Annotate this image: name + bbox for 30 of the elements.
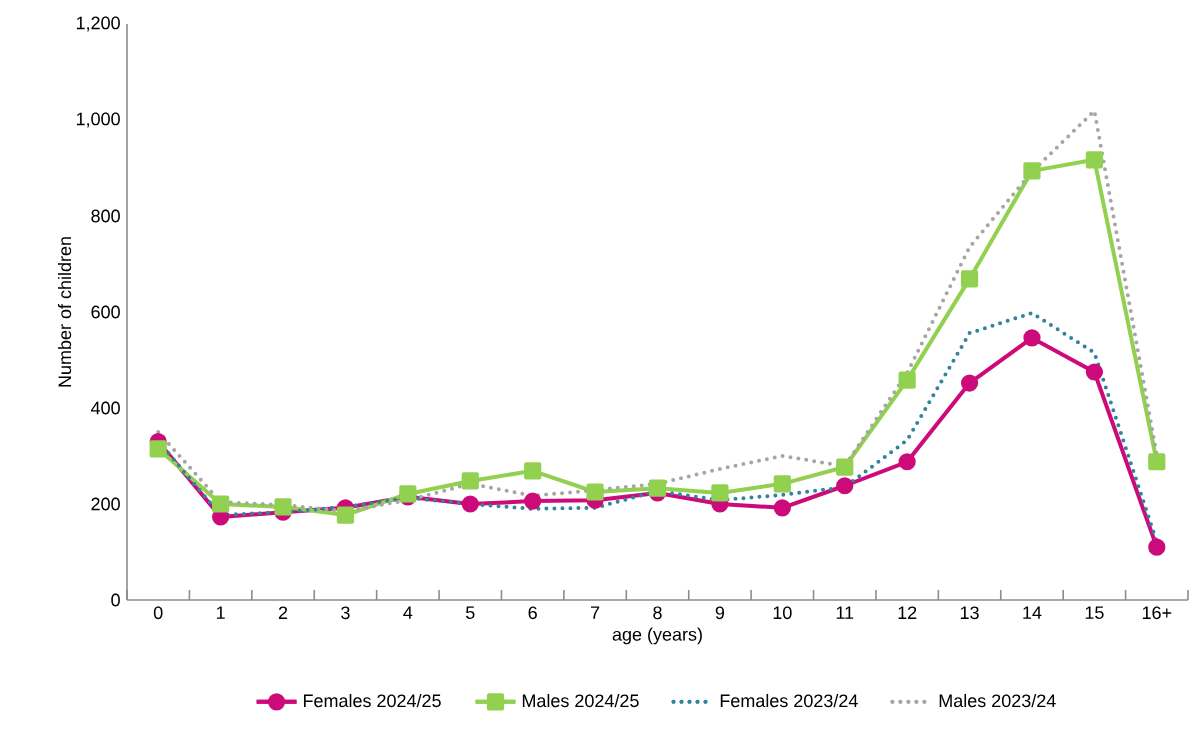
legend-label: Females 2024/25	[303, 693, 441, 708]
x-tick-label: 1	[216, 606, 225, 619]
y-tick-label: 200	[91, 497, 120, 511]
x-tick-label: 16+	[1142, 606, 1172, 620]
y-tick-label: 400	[90, 401, 120, 415]
x-tick-label: 6	[528, 606, 537, 620]
x-tick-label: 3	[341, 606, 350, 620]
y-tick-label: 600	[91, 305, 120, 319]
y-tick-label: 0	[111, 593, 120, 607]
x-tick-label: 12	[898, 606, 917, 619]
legend-label: Females 2023/24	[720, 693, 858, 708]
y-axis-title: Number of children	[57, 237, 72, 387]
x-tick-label: 2	[278, 606, 288, 619]
y-tick-label: 1,200	[76, 16, 120, 32]
x-axis-title: age (years)	[612, 627, 702, 645]
x-tick-label: 4	[403, 606, 413, 619]
x-tick-label: 7	[591, 606, 600, 619]
x-tick-label: 5	[465, 606, 475, 619]
x-tick-label: 11	[836, 606, 854, 619]
x-tick-label: 10	[773, 606, 792, 620]
y-tick-label: 800	[91, 209, 120, 223]
legend-label: Males 2024/25	[522, 693, 639, 708]
x-tick-label: 0	[153, 606, 163, 620]
x-tick-label: 15	[1085, 606, 1104, 619]
x-tick-label: 9	[715, 606, 725, 620]
x-tick-label: 8	[653, 606, 662, 620]
x-tick-label: 13	[960, 606, 979, 620]
y-tick-label: 1,000	[76, 112, 120, 128]
x-tick-label: 14	[1023, 606, 1042, 619]
legend-label: Males 2023/24	[939, 693, 1056, 708]
